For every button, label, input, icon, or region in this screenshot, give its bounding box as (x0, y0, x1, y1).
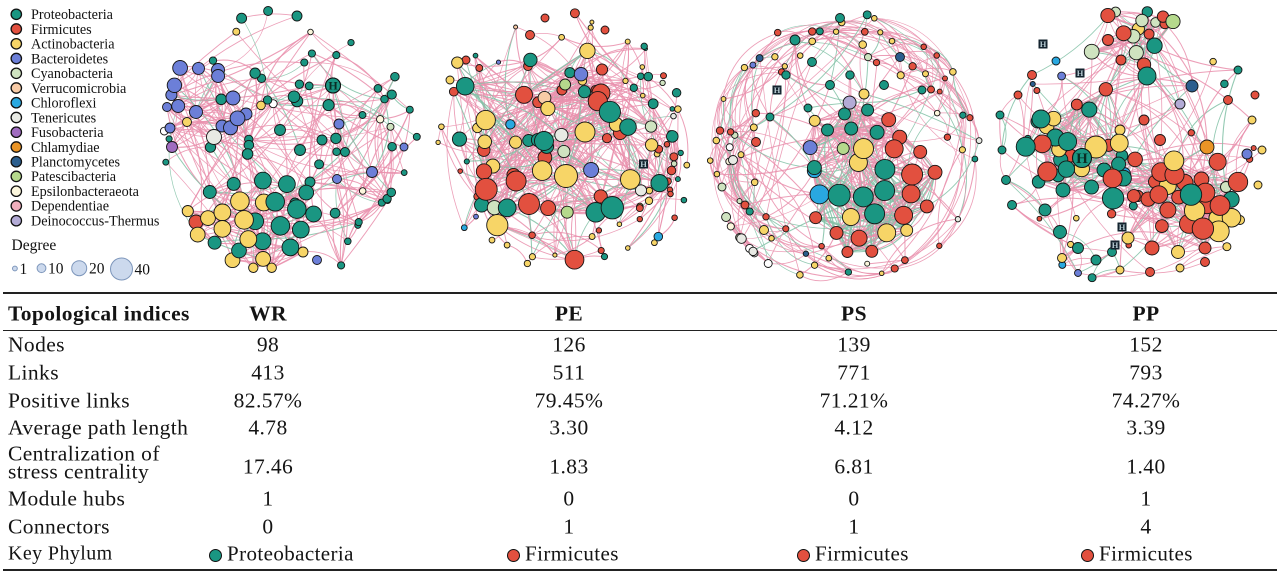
svg-text:Actinobacteria: Actinobacteria (31, 37, 115, 53)
svg-text:1: 1 (20, 261, 28, 278)
svg-text:Epsilonbacteraeota: Epsilonbacteraeota (31, 184, 140, 200)
svg-text:Planctomycetes: Planctomycetes (31, 155, 121, 171)
svg-text:Degree: Degree (12, 237, 57, 254)
svg-text:Verrucomicrobia: Verrucomicrobia (31, 81, 127, 97)
svg-text:Chlamydiae: Chlamydiae (31, 140, 100, 156)
svg-text:Tenericutes: Tenericutes (31, 110, 97, 126)
svg-text:20: 20 (89, 261, 105, 278)
svg-text:H: H (1112, 240, 1119, 250)
svg-text:H: H (774, 85, 781, 95)
svg-text:H: H (1040, 39, 1047, 49)
svg-text:H: H (1077, 68, 1084, 78)
svg-text:H: H (328, 79, 338, 93)
svg-text:40: 40 (135, 262, 151, 279)
svg-text:Chloroflexi: Chloroflexi (31, 96, 96, 112)
svg-text:H: H (640, 159, 647, 169)
svg-text:10: 10 (48, 261, 64, 278)
svg-text:H: H (1076, 151, 1088, 167)
svg-text:Fusobacteria: Fusobacteria (31, 125, 104, 141)
svg-text:Firmicutes: Firmicutes (31, 22, 92, 38)
svg-text:Dependentiae: Dependentiae (31, 199, 109, 215)
svg-text:H: H (1119, 222, 1126, 232)
svg-text:Cyanobacteria: Cyanobacteria (31, 66, 114, 82)
svg-text:Proteobacteria: Proteobacteria (31, 7, 114, 23)
svg-text:Patescibacteria: Patescibacteria (31, 169, 117, 185)
svg-text:Deinococcus-Thermus: Deinococcus-Thermus (31, 214, 160, 230)
svg-text:Bacteroidetes: Bacteroidetes (31, 51, 109, 67)
